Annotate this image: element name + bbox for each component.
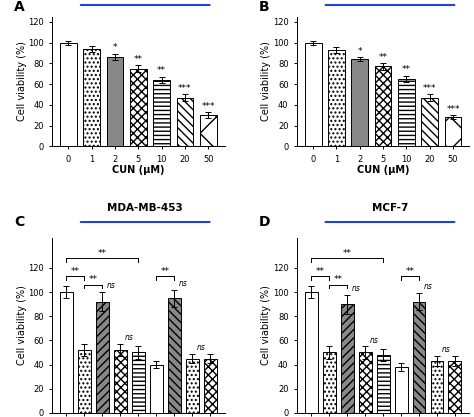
Text: A: A bbox=[14, 0, 25, 14]
Text: C: C bbox=[14, 215, 25, 229]
Bar bbox=[412, 302, 426, 413]
Bar bbox=[377, 355, 390, 413]
Text: ***: *** bbox=[178, 84, 191, 93]
Text: **: ** bbox=[379, 53, 388, 62]
Bar bbox=[60, 292, 73, 413]
Bar bbox=[114, 350, 127, 413]
Bar bbox=[168, 298, 181, 413]
Text: D: D bbox=[259, 215, 271, 229]
Text: **: ** bbox=[406, 267, 415, 276]
Bar bbox=[153, 80, 170, 146]
Bar bbox=[186, 359, 199, 413]
Text: **: ** bbox=[89, 275, 98, 284]
Bar bbox=[107, 57, 123, 146]
Text: **: ** bbox=[161, 267, 170, 276]
Bar bbox=[359, 352, 372, 413]
Bar bbox=[130, 68, 147, 146]
Text: MDA-MB-453: MDA-MB-453 bbox=[107, 203, 183, 213]
Bar bbox=[328, 50, 345, 146]
Text: *: * bbox=[357, 47, 362, 55]
Text: **: ** bbox=[402, 65, 411, 74]
Text: ns: ns bbox=[179, 279, 188, 288]
X-axis label: CUN (μM): CUN (μM) bbox=[357, 165, 410, 175]
Text: ***: *** bbox=[423, 84, 437, 93]
Bar bbox=[60, 43, 77, 146]
Text: ns: ns bbox=[352, 284, 361, 293]
Text: *: * bbox=[113, 43, 117, 53]
Bar bbox=[78, 350, 91, 413]
Text: ns: ns bbox=[197, 343, 206, 352]
Text: **: ** bbox=[71, 267, 80, 276]
Bar bbox=[83, 49, 100, 146]
Text: ns: ns bbox=[370, 336, 379, 344]
Text: ns: ns bbox=[125, 333, 134, 342]
Text: **: ** bbox=[343, 249, 352, 258]
Bar bbox=[96, 302, 109, 413]
Text: **: ** bbox=[157, 66, 166, 75]
Text: **: ** bbox=[316, 267, 325, 276]
Bar bbox=[374, 66, 392, 146]
Bar bbox=[305, 43, 321, 146]
Text: **: ** bbox=[98, 249, 107, 258]
Y-axis label: Cell viability (%): Cell viability (%) bbox=[17, 42, 27, 121]
Text: **: ** bbox=[134, 55, 143, 64]
Text: ns: ns bbox=[107, 281, 116, 290]
Bar bbox=[351, 59, 368, 146]
Bar bbox=[394, 367, 408, 413]
Text: ***: *** bbox=[201, 102, 215, 111]
Text: ns: ns bbox=[424, 282, 432, 291]
Bar bbox=[305, 292, 318, 413]
Y-axis label: Cell viability (%): Cell viability (%) bbox=[262, 42, 272, 121]
Text: ns: ns bbox=[442, 345, 450, 354]
Text: **: ** bbox=[334, 275, 343, 284]
Bar bbox=[176, 98, 193, 146]
Text: ***: *** bbox=[447, 105, 460, 114]
Y-axis label: Cell viability (%): Cell viability (%) bbox=[17, 285, 27, 365]
Bar bbox=[430, 361, 444, 413]
Bar bbox=[398, 79, 415, 146]
Text: MCF-7: MCF-7 bbox=[372, 203, 408, 213]
Bar bbox=[323, 352, 336, 413]
Bar bbox=[132, 352, 145, 413]
Bar bbox=[445, 117, 461, 146]
Bar bbox=[150, 364, 163, 413]
Bar bbox=[200, 115, 217, 146]
Bar bbox=[421, 98, 438, 146]
Bar bbox=[204, 359, 217, 413]
Bar bbox=[448, 361, 461, 413]
X-axis label: CUN (μM): CUN (μM) bbox=[112, 165, 164, 175]
Bar bbox=[341, 304, 354, 413]
Y-axis label: Cell viability (%): Cell viability (%) bbox=[262, 285, 272, 365]
Text: B: B bbox=[259, 0, 270, 14]
